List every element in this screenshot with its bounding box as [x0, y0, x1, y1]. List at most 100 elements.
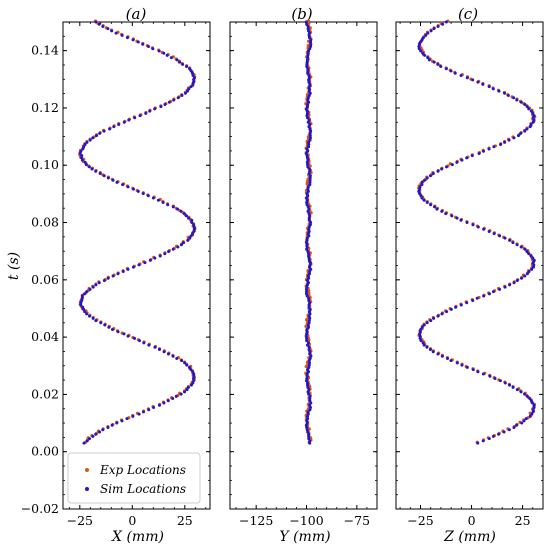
sim-point — [183, 91, 187, 95]
sim-point — [515, 423, 519, 427]
sim-point — [306, 185, 310, 189]
legend-exp-label: Exp Locations — [99, 463, 186, 477]
sim-point — [529, 109, 533, 113]
sim-point — [144, 111, 148, 115]
sim-point — [304, 292, 308, 296]
sim-point — [189, 383, 193, 387]
sim-point — [307, 49, 311, 53]
sim-point — [503, 91, 507, 95]
sim-point — [304, 290, 308, 294]
sim-point — [465, 156, 469, 160]
sim-point — [525, 127, 529, 131]
sim-point — [137, 263, 141, 267]
sim-point — [176, 245, 180, 249]
sim-point — [107, 325, 111, 329]
sim-point — [523, 392, 527, 396]
sim-point — [190, 71, 194, 75]
sim-point — [487, 85, 491, 89]
sim-point — [175, 356, 179, 360]
sim-point — [83, 292, 87, 296]
sim-point — [531, 111, 535, 115]
sim-point — [511, 385, 515, 389]
sim-point — [440, 209, 444, 213]
y-tick-label: 0.14 — [31, 43, 59, 58]
sim-point — [511, 241, 515, 245]
sim-point — [176, 207, 180, 211]
sim-point — [460, 363, 464, 367]
sim-point — [422, 323, 426, 327]
sim-point — [85, 140, 89, 144]
sim-point — [308, 307, 312, 311]
sim-point — [306, 187, 310, 191]
sim-point — [187, 87, 191, 91]
panel-a-ylabel: t (s) — [6, 252, 22, 280]
sim-point — [532, 405, 536, 409]
sim-point — [305, 111, 309, 115]
sim-point — [515, 388, 519, 392]
sim-point — [97, 281, 101, 285]
sim-point — [166, 352, 170, 356]
sim-point — [307, 345, 311, 349]
legend-box — [67, 452, 201, 504]
sim-point — [94, 283, 98, 287]
sim-point — [531, 401, 535, 405]
sim-point — [189, 368, 193, 372]
sim-point — [498, 379, 502, 383]
sim-point — [482, 227, 486, 231]
sim-point — [137, 412, 141, 416]
sim-point — [131, 38, 135, 42]
sim-point — [191, 232, 195, 236]
sim-point — [418, 187, 422, 191]
sim-point — [306, 189, 310, 193]
exp-point — [306, 44, 310, 48]
sim-point — [520, 421, 524, 425]
sim-point — [445, 165, 449, 169]
sim-point — [101, 428, 105, 432]
sim-point — [444, 212, 448, 216]
sim-point — [450, 163, 454, 167]
legend-sim-marker — [85, 487, 89, 491]
x-tick-label: −125 — [239, 513, 273, 528]
sim-point — [305, 147, 309, 151]
sim-point — [158, 254, 162, 258]
sim-point — [306, 385, 310, 389]
x-tick-label: −25 — [407, 513, 433, 528]
sim-point — [305, 283, 309, 287]
sim-point — [306, 412, 310, 416]
sim-point — [185, 363, 189, 367]
sim-point — [306, 274, 310, 278]
sim-point — [460, 158, 464, 162]
sim-point — [515, 278, 519, 282]
sim-point — [481, 372, 485, 376]
sim-point — [114, 31, 118, 35]
sim-point — [525, 249, 529, 253]
sim-point — [171, 354, 175, 358]
sim-point — [308, 138, 312, 142]
sim-point — [307, 434, 311, 438]
sim-point — [189, 85, 193, 89]
panel-c-xlabel: Z (mm) — [443, 529, 496, 545]
sim-point — [117, 122, 121, 126]
sim-point — [90, 167, 94, 171]
sim-point — [482, 149, 486, 153]
sim-point — [305, 374, 309, 378]
sim-point — [420, 38, 424, 42]
sim-point — [308, 131, 312, 135]
sim-point — [432, 316, 436, 320]
sim-point — [481, 439, 485, 443]
sim-point — [425, 200, 429, 204]
sim-point — [307, 118, 311, 122]
sim-point — [465, 365, 469, 369]
sim-point — [506, 94, 510, 98]
sim-point — [85, 439, 89, 443]
sim-point — [307, 145, 311, 149]
sim-point — [503, 381, 507, 385]
sim-point — [445, 310, 449, 314]
sim-point — [146, 194, 150, 198]
y-tick-label: 0.04 — [31, 329, 59, 344]
sim-point — [306, 53, 310, 57]
sim-point — [459, 303, 463, 307]
sim-point — [455, 216, 459, 220]
sim-point — [98, 172, 102, 176]
sim-point — [305, 203, 309, 207]
